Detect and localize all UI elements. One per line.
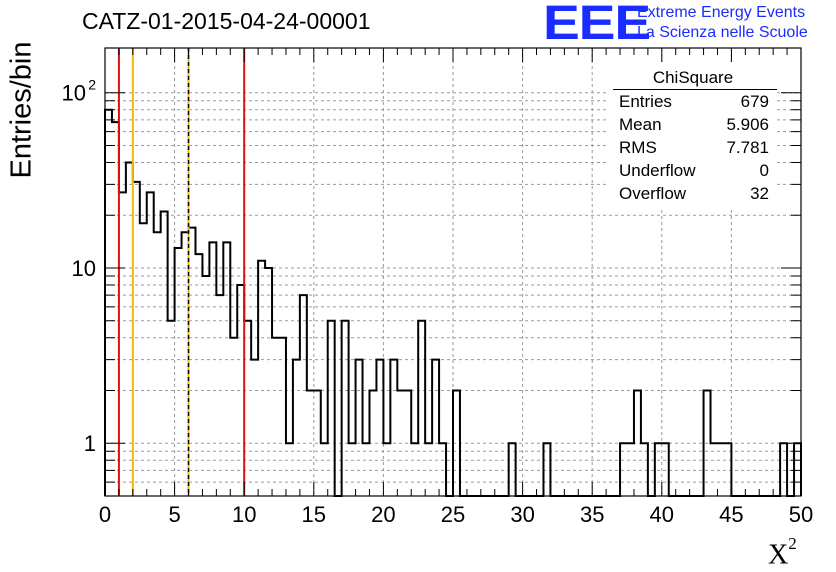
- histogram-outline: [104, 108, 802, 497]
- x-tick-label: 15: [302, 502, 326, 527]
- y-tick-label: 1: [84, 431, 96, 456]
- y-axis-label: Entries/bin: [5, 41, 38, 179]
- stats-row-underflow: Underflow 0: [619, 161, 769, 183]
- stats-key: Entries: [619, 92, 672, 111]
- x-axis-label-base: X: [768, 539, 789, 571]
- eee-logo: EEE: [543, 0, 651, 50]
- stats-value: 0: [759, 161, 769, 180]
- x-tick-label: 25: [441, 502, 465, 527]
- x-tick-label: 10: [232, 502, 256, 527]
- x-tick-label: 45: [719, 502, 743, 527]
- chart-title: CATZ-01-2015-04-24-00001: [82, 8, 371, 34]
- x-tick-label: 5: [168, 502, 180, 527]
- stats-key: RMS: [619, 138, 657, 157]
- y-tick-label-exponent: 2: [88, 77, 96, 93]
- stats-key: Underflow: [619, 161, 696, 180]
- stats-key: Mean: [619, 115, 662, 134]
- stats-box: ChiSquare Entries 679 Mean 5.906 RMS 7.7…: [609, 62, 777, 210]
- x-tick-label: 30: [510, 502, 534, 527]
- stats-value: 679: [740, 92, 769, 111]
- y-tick-label: 10: [72, 256, 96, 281]
- logo-caption-line2: La Scienza nelle Scuole: [637, 24, 808, 41]
- x-tick-label: 40: [650, 502, 674, 527]
- y-tick-label: 10: [62, 81, 86, 106]
- stats-value: 32: [750, 184, 769, 203]
- stats-row-entries: Entries 679: [619, 92, 769, 114]
- stats-value: 7.781: [726, 138, 769, 157]
- stats-key: Overflow: [619, 184, 687, 203]
- stats-divider: [613, 89, 777, 90]
- stats-row-mean: Mean 5.906: [619, 115, 769, 137]
- stats-value: 5.906: [726, 115, 769, 134]
- stats-title: ChiSquare: [652, 68, 734, 87]
- x-tick-label: 35: [580, 502, 604, 527]
- stats-row-overflow: Overflow 32: [619, 184, 769, 206]
- x-tick-label: 20: [371, 502, 395, 527]
- x-axis-label-exponent: 2: [788, 534, 797, 553]
- x-tick-label: 0: [99, 502, 111, 527]
- logo-caption-line1: Extreme Energy Events: [637, 4, 806, 21]
- stats-row-rms: RMS 7.781: [619, 138, 769, 160]
- x-axis-label: X2: [768, 534, 797, 571]
- x-tick-label: 50: [789, 502, 813, 527]
